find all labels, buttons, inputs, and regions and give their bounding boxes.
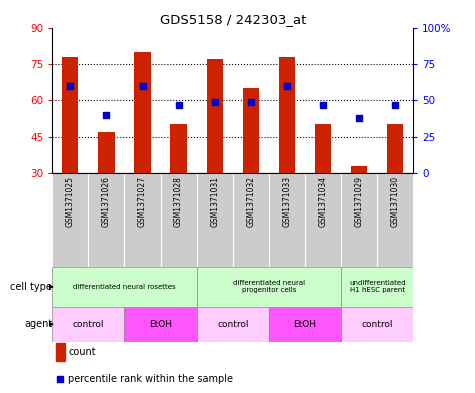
Point: [211, 99, 218, 105]
Point: [247, 99, 255, 105]
Point: [355, 114, 363, 121]
Text: control: control: [73, 320, 104, 329]
Text: agent: agent: [24, 319, 52, 329]
Bar: [52, 307, 124, 342]
Point: [283, 83, 291, 89]
Text: GSM1371034: GSM1371034: [319, 176, 327, 227]
Text: control: control: [217, 320, 248, 329]
Text: GSM1371033: GSM1371033: [283, 176, 291, 227]
Text: undifferentiated
H1 hESC parent: undifferentiated H1 hESC parent: [349, 280, 405, 294]
Text: control: control: [361, 320, 393, 329]
Bar: [197, 307, 269, 342]
Bar: [243, 88, 259, 173]
Bar: [387, 125, 403, 173]
Bar: [171, 125, 187, 173]
Bar: [52, 173, 88, 267]
Bar: [279, 57, 295, 173]
Bar: [269, 173, 305, 267]
Bar: [52, 267, 197, 307]
Text: GSM1371029: GSM1371029: [355, 176, 363, 227]
Point: [103, 112, 110, 118]
Point: [175, 101, 182, 108]
Text: GSM1371032: GSM1371032: [247, 176, 255, 227]
Bar: [341, 307, 413, 342]
Text: GSM1371025: GSM1371025: [66, 176, 75, 227]
Bar: [315, 125, 331, 173]
Bar: [341, 173, 377, 267]
Bar: [56, 343, 65, 361]
Bar: [233, 173, 269, 267]
Bar: [98, 132, 114, 173]
Text: GSM1371027: GSM1371027: [138, 176, 147, 227]
Text: GSM1371028: GSM1371028: [174, 176, 183, 227]
Bar: [197, 173, 233, 267]
Bar: [305, 173, 341, 267]
Title: GDS5158 / 242303_at: GDS5158 / 242303_at: [160, 13, 306, 26]
Bar: [134, 52, 151, 173]
Bar: [62, 57, 78, 173]
Text: EtOH: EtOH: [149, 320, 172, 329]
Bar: [269, 307, 341, 342]
Text: count: count: [68, 347, 96, 357]
Text: GSM1371031: GSM1371031: [210, 176, 219, 227]
Text: GSM1371030: GSM1371030: [391, 176, 399, 227]
Text: GSM1371026: GSM1371026: [102, 176, 111, 227]
Bar: [207, 59, 223, 173]
Bar: [161, 173, 197, 267]
Bar: [124, 307, 197, 342]
Point: [391, 101, 399, 108]
Bar: [341, 267, 413, 307]
Bar: [377, 173, 413, 267]
Bar: [88, 173, 124, 267]
Bar: [124, 173, 161, 267]
Bar: [351, 166, 367, 173]
Text: percentile rank within the sample: percentile rank within the sample: [68, 374, 234, 384]
Text: cell type: cell type: [10, 282, 52, 292]
Text: differentiated neural rosettes: differentiated neural rosettes: [73, 284, 176, 290]
Text: differentiated neural
progenitor cells: differentiated neural progenitor cells: [233, 280, 305, 294]
Bar: [197, 267, 341, 307]
Point: [66, 83, 74, 89]
Point: [139, 83, 146, 89]
Text: EtOH: EtOH: [294, 320, 316, 329]
Point: [319, 101, 327, 108]
Point: [57, 376, 64, 382]
